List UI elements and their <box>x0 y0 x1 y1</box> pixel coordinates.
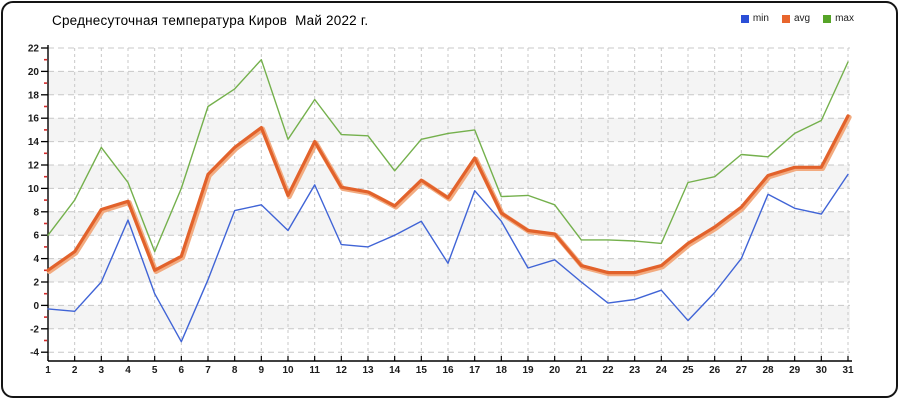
x-tick-label: 31 <box>842 365 854 376</box>
avg-swatch-icon <box>781 14 790 23</box>
y-tick-label: 10 <box>28 184 40 195</box>
x-tick-label: 10 <box>282 365 294 376</box>
legend-label-min: min <box>752 13 769 24</box>
x-tick-label: 29 <box>789 365 801 376</box>
x-tick-label: 22 <box>602 365 614 376</box>
legend-label-max: max <box>835 13 854 24</box>
x-tick-label: 28 <box>762 365 774 376</box>
legend: min avg max <box>740 13 854 24</box>
x-tick-label: 23 <box>629 365 641 376</box>
x-tick-label: 27 <box>736 365 748 376</box>
y-tick-label: 0 <box>33 301 39 312</box>
y-tick-label: -2 <box>30 324 39 335</box>
y-tick-label: 2 <box>33 278 39 289</box>
y-tick-label: 8 <box>33 207 39 218</box>
stripe-band <box>48 165 850 189</box>
legend-item-min: min <box>740 13 769 24</box>
legend-item-max: max <box>823 13 854 24</box>
x-tick-label: 2 <box>72 365 78 376</box>
x-tick-label: 9 <box>259 365 265 376</box>
x-tick-label: 19 <box>522 365 534 376</box>
legend-label-avg: avg <box>793 13 811 24</box>
x-tick-label: 7 <box>205 365 211 376</box>
stripe-band <box>48 118 850 142</box>
x-tick-label: 17 <box>469 365 481 376</box>
x-tick-label: 1 <box>45 365 51 376</box>
y-tick-label: 18 <box>28 90 40 101</box>
stripe-band <box>48 211 850 236</box>
x-tick-label: 18 <box>496 365 508 376</box>
x-tick-label: 11 <box>309 365 320 376</box>
y-tick-label: 20 <box>28 67 40 78</box>
x-tick-label: 26 <box>709 365 721 376</box>
x-tick-label: 16 <box>442 365 454 376</box>
y-tick-label: 6 <box>33 231 39 242</box>
y-tick-label: 16 <box>28 114 40 125</box>
series-avg-halo <box>46 114 852 277</box>
x-tick-label: 14 <box>389 365 401 376</box>
x-tick-label: 20 <box>549 365 561 376</box>
x-tick-label: 3 <box>99 365 105 376</box>
min-swatch-icon <box>740 14 749 23</box>
series-max-line <box>47 59 849 253</box>
x-tick-label: 13 <box>362 365 374 376</box>
legend-item-avg: avg <box>781 13 811 24</box>
max-swatch-icon <box>823 14 832 23</box>
y-tick-label: 12 <box>28 161 40 172</box>
x-tick-label: 24 <box>656 365 668 376</box>
y-tick-label: 22 <box>28 44 40 55</box>
stripe-band <box>48 258 850 282</box>
x-tick-label: 25 <box>682 365 694 376</box>
stripe-band <box>48 305 850 329</box>
x-tick-label: 6 <box>179 365 185 376</box>
x-tick-label: 21 <box>576 365 588 376</box>
y-tick-label: 4 <box>33 254 39 265</box>
chart-title: Среднесуточная температура Киров Май 202… <box>52 13 369 28</box>
x-tick-label: 4 <box>125 365 131 376</box>
stripe-band <box>48 71 850 95</box>
x-tick-label: 15 <box>416 365 428 376</box>
x-tick-label: 30 <box>816 365 828 376</box>
x-tick-label: 5 <box>152 365 158 376</box>
series-avg-line <box>46 114 850 275</box>
series-min-line <box>47 173 849 343</box>
x-tick-label: 12 <box>336 365 348 376</box>
y-tick-label: 14 <box>28 137 40 148</box>
y-tick-label: -4 <box>30 348 39 359</box>
x-tick-label: 8 <box>232 365 238 376</box>
